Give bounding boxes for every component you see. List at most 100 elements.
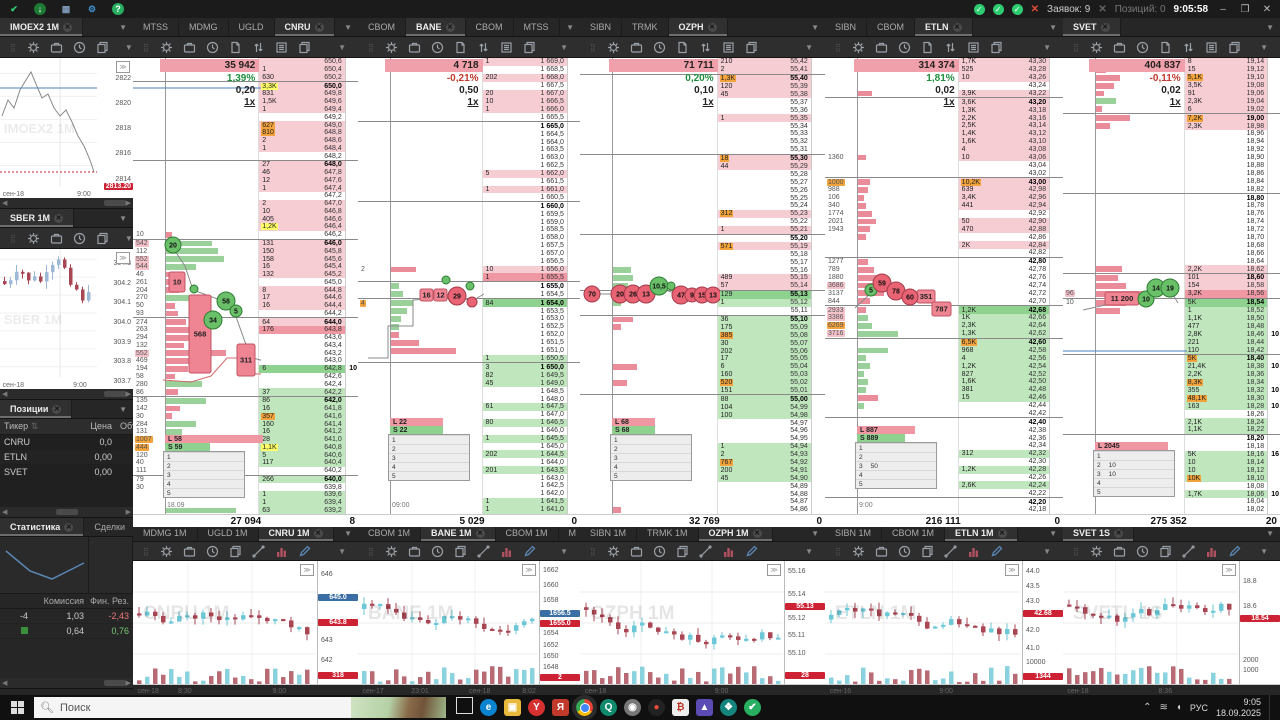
close-icon[interactable]: ✕	[1114, 528, 1124, 538]
ladder-cells[interactable]: 1,2K 42,28	[957, 465, 1050, 474]
price-level[interactable]: 18,24	[1246, 418, 1265, 426]
ladder-cells[interactable]: 1 639,6	[258, 491, 345, 499]
ladder-cells[interactable]: 45 55,38	[716, 90, 811, 99]
ask-bid-volume[interactable]: 7,2K	[1186, 114, 1204, 122]
ladder-cells[interactable]: 37 642,2	[258, 388, 345, 396]
ladder-cells[interactable]: 48,1K 18,30	[1183, 394, 1268, 403]
col-price[interactable]: Цена	[90, 421, 112, 431]
price-level[interactable]: 42,26	[1028, 473, 1047, 481]
ladder-cells[interactable]: 117 640,4	[258, 459, 345, 467]
ladder-row[interactable]: 7,2K 19,00	[1063, 113, 1280, 123]
ladder-row[interactable]: 3386 1K 42,66	[825, 314, 1063, 322]
price-level[interactable]: 648,2	[324, 152, 342, 160]
price-level[interactable]: 42,36	[1028, 434, 1047, 442]
ask-bid-volume[interactable]: 2	[262, 200, 267, 208]
list-icon[interactable]	[967, 41, 980, 54]
ladder-cells[interactable]: 3,2K 18,56	[1183, 289, 1268, 298]
price-level[interactable]: 648,0	[324, 161, 342, 169]
ladder-cells[interactable]: 55,37	[716, 98, 811, 107]
ladder-cells[interactable]: 6 19,02	[1183, 105, 1268, 114]
expand-icon[interactable]: ≫	[1222, 564, 1236, 576]
price-level[interactable]: 644,8	[324, 286, 342, 294]
table-grid-icon[interactable]: ▦	[61, 3, 71, 14]
ladder-cells[interactable]: 18,84	[1183, 177, 1267, 186]
price-level[interactable]: 18,06	[1246, 490, 1265, 498]
ask-bid-volume[interactable]: 2,3K	[1187, 97, 1203, 105]
price-level[interactable]: 1 658,5	[540, 226, 564, 234]
ask-bid-volume[interactable]: 1	[485, 105, 490, 113]
ask-bid-volume[interactable]: 1	[1187, 307, 1192, 315]
ladder-cells[interactable]: 129 55,13	[716, 290, 811, 299]
ask-bid-volume[interactable]: 1	[720, 299, 725, 307]
ladder-row[interactable]: 55,16	[580, 266, 825, 275]
price-level[interactable]: 43,30	[1028, 58, 1047, 66]
ladder-row[interactable]: 2 10 1 656,0	[358, 265, 580, 274]
tab-statistics[interactable]: Статистика ✕	[0, 518, 85, 536]
price-level[interactable]: 55,14	[790, 282, 808, 290]
ask-bid-volume[interactable]: 15	[1187, 66, 1196, 74]
ladder-cells[interactable]: 63 639,2	[258, 506, 345, 515]
price-level[interactable]: 650,6	[324, 58, 342, 66]
tab-cbom[interactable]: CBOM	[867, 18, 916, 36]
ladder-cells[interactable]: 55,31	[716, 145, 811, 154]
ladder-row[interactable]: 27 648,0	[133, 159, 358, 169]
ladder-row[interactable]: 552 158 645,6	[133, 255, 358, 263]
price-level[interactable]: 55,37	[790, 98, 808, 106]
updown-icon[interactable]	[944, 41, 957, 54]
ladder-row[interactable]: 263 176 643,8	[133, 326, 358, 334]
ladder-row[interactable]: 1 651,5	[358, 338, 580, 347]
ask-bid-volume[interactable]: 2,1K	[1187, 418, 1203, 426]
price-level[interactable]: 18,52	[1246, 307, 1265, 315]
ladder-row[interactable]: 18,26	[1063, 410, 1280, 419]
ladder-cells[interactable]: 5K 18,16	[1183, 450, 1268, 459]
price-level[interactable]: 18,58	[1246, 282, 1265, 290]
price-level[interactable]: 649,4	[324, 105, 342, 113]
order-slot[interactable]: 2	[611, 444, 691, 453]
price-level[interactable]: 639,2	[324, 507, 342, 515]
ladder-cells[interactable]: 627 649,0	[258, 121, 345, 129]
copy-icon[interactable]	[921, 545, 934, 558]
tab-etln[interactable]: ETLN ✕	[915, 18, 973, 36]
chevron-down-icon[interactable]: ▼	[811, 22, 819, 32]
drag-grip[interactable]: ⣿	[10, 42, 17, 52]
price-level[interactable]: 43,02	[1028, 169, 1047, 177]
ask-bid-volume[interactable]: 3,5K	[1187, 82, 1203, 90]
price-level[interactable]: 1 641,5	[540, 498, 564, 506]
ask-bid-volume[interactable]: 355	[1187, 386, 1200, 394]
chevron-down-icon[interactable]: ▼	[344, 22, 352, 32]
ask-bid-volume[interactable]: 10	[485, 97, 494, 105]
expand-icon[interactable]: ≫	[767, 564, 781, 576]
ladder-cells[interactable]: 18,26	[1183, 410, 1267, 419]
ladder-cells[interactable]: 1,7K 18,06	[1183, 490, 1268, 498]
ladder-cells[interactable]: 10 18,14	[1183, 458, 1268, 467]
ladder-row[interactable]: 10 43,26	[825, 73, 1063, 82]
ladder-row[interactable]: 1 664,5	[358, 130, 580, 139]
case-icon[interactable]	[50, 41, 63, 54]
ask-bid-volume[interactable]: 10	[262, 207, 271, 215]
ladder-cells[interactable]: 647,2	[258, 192, 345, 200]
ladder-row[interactable]: 1 662,5	[358, 161, 580, 170]
price-level[interactable]: 18,76	[1246, 210, 1265, 218]
ladder-row[interactable]: 18,86	[1063, 169, 1280, 178]
ladder-cells[interactable]: 1 647,4	[258, 184, 345, 193]
chevron-down-icon[interactable]: ▼	[119, 213, 127, 223]
ladder-cells[interactable]: 42,74	[957, 281, 1049, 290]
ladder-cells[interactable]: 160 55,03	[716, 370, 811, 379]
ask-bid-volume[interactable]: 1	[485, 273, 490, 281]
ladder-cells[interactable]: 82 1 649,5	[481, 371, 567, 380]
ask-bid-volume[interactable]: 1	[485, 435, 490, 443]
ask-bid-volume[interactable]: 1	[720, 226, 725, 234]
order-slot[interactable]: 3	[611, 453, 691, 462]
ask-bid-volume[interactable]: 1	[485, 58, 490, 66]
ladder-row[interactable]: 1 658,0	[358, 233, 580, 242]
ladder-cells[interactable]: 4 42,56	[957, 354, 1050, 363]
ask-bid-volume[interactable]: 489	[720, 274, 733, 282]
ladder-row[interactable]: 55,28	[580, 170, 825, 179]
price-level[interactable]: 1 651,0	[540, 347, 564, 355]
ladder-row[interactable]: 270 17 644,6	[133, 293, 358, 302]
chevron-down-icon[interactable]: ▼	[805, 546, 813, 556]
